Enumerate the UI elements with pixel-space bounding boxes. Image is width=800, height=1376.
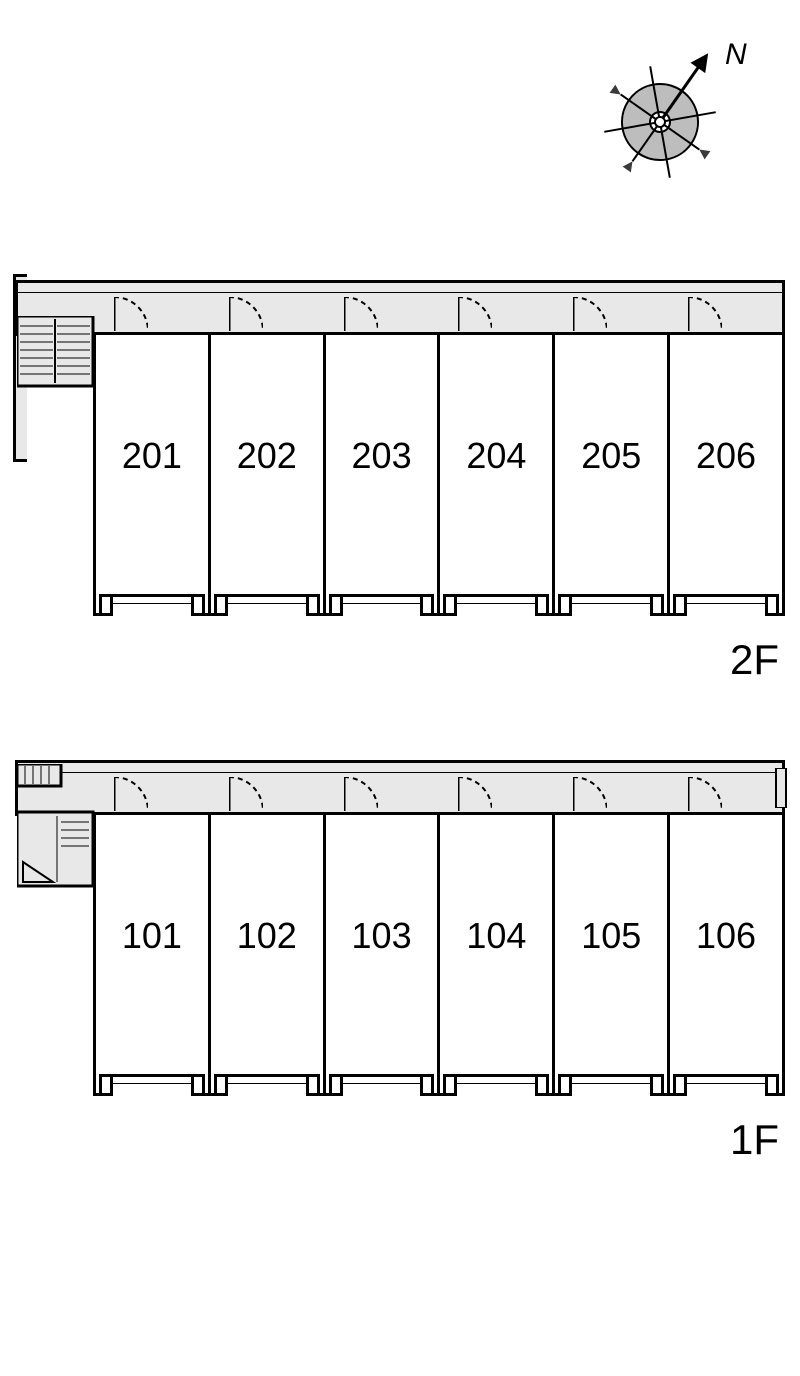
unit-101: 101 bbox=[93, 812, 211, 1096]
compass-icon: N bbox=[590, 30, 760, 190]
unit-201: 201 bbox=[93, 332, 211, 616]
door-icon bbox=[688, 297, 722, 331]
floor-label-1f: 1F bbox=[730, 1116, 779, 1164]
unit-104: 104 bbox=[437, 812, 555, 1096]
unit-103: 103 bbox=[323, 812, 441, 1096]
floor1-stairs bbox=[17, 764, 95, 904]
balcony bbox=[558, 1074, 664, 1096]
unit-202: 202 bbox=[208, 332, 326, 616]
balcony bbox=[329, 1074, 435, 1096]
unit-label: 203 bbox=[352, 435, 412, 477]
unit-106: 106 bbox=[667, 812, 785, 1096]
unit-105: 105 bbox=[552, 812, 670, 1096]
floor-2: 201 202 203 204 bbox=[15, 280, 785, 700]
unit-label: 205 bbox=[581, 435, 641, 477]
corridor-side-door-icon bbox=[773, 768, 789, 813]
unit-206: 206 bbox=[667, 332, 785, 616]
balcony bbox=[443, 594, 549, 616]
unit-label: 202 bbox=[237, 435, 297, 477]
unit-102: 102 bbox=[208, 812, 326, 1096]
door-icon bbox=[458, 297, 492, 331]
door-icon bbox=[458, 777, 492, 811]
door-icon bbox=[344, 297, 378, 331]
door-icon bbox=[229, 777, 263, 811]
door-icon bbox=[114, 777, 148, 811]
balcony bbox=[214, 594, 320, 616]
unit-label: 106 bbox=[696, 915, 756, 957]
floorplan-canvas: N bbox=[0, 0, 800, 1376]
balcony bbox=[443, 1074, 549, 1096]
balcony bbox=[673, 1074, 779, 1096]
balcony bbox=[99, 594, 205, 616]
door-icon bbox=[688, 777, 722, 811]
floor1-units: 101 102 103 104 bbox=[93, 812, 785, 1096]
unit-label: 104 bbox=[466, 915, 526, 957]
floor-1: 101 102 103 104 bbox=[15, 760, 785, 1180]
door-icon bbox=[573, 777, 607, 811]
balcony bbox=[99, 1074, 205, 1096]
unit-204: 204 bbox=[437, 332, 555, 616]
unit-label: 204 bbox=[466, 435, 526, 477]
compass-n-label: N bbox=[725, 38, 747, 71]
balcony bbox=[329, 594, 435, 616]
unit-label: 206 bbox=[696, 435, 756, 477]
unit-label: 201 bbox=[122, 435, 182, 477]
floor2-units: 201 202 203 204 bbox=[93, 332, 785, 616]
unit-label: 103 bbox=[352, 915, 412, 957]
unit-label: 101 bbox=[122, 915, 182, 957]
door-icon bbox=[344, 777, 378, 811]
unit-label: 105 bbox=[581, 915, 641, 957]
door-icon bbox=[573, 297, 607, 331]
floor2-stairs bbox=[17, 316, 95, 426]
balcony bbox=[673, 594, 779, 616]
door-icon bbox=[229, 297, 263, 331]
balcony bbox=[214, 1074, 320, 1096]
unit-205: 205 bbox=[552, 332, 670, 616]
unit-203: 203 bbox=[323, 332, 441, 616]
door-icon bbox=[114, 297, 148, 331]
balcony bbox=[558, 594, 664, 616]
unit-label: 102 bbox=[237, 915, 297, 957]
floor-label-2f: 2F bbox=[730, 636, 779, 684]
